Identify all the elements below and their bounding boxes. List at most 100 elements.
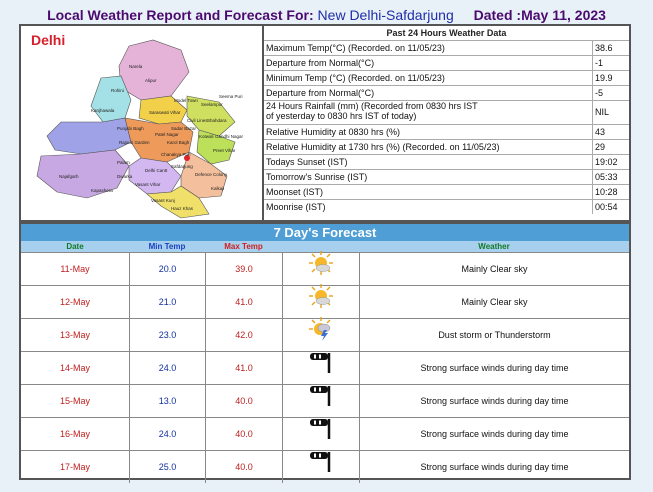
map-label-hauz-khas: Hauz Khas — [171, 206, 194, 211]
map-label-punjabi-bagh: Punjabi Bagh — [117, 126, 144, 131]
map-label-chanakya-puri: Chanakya Puri — [161, 152, 191, 157]
forecast-weather: Strong surface winds during day time — [359, 451, 629, 483]
forecast-min-temp: 24.0 — [129, 418, 205, 450]
map-label-palam: Palam — [117, 160, 130, 165]
thunderstorm-icon — [308, 316, 334, 355]
map-label-defence-colony: Defence Colony — [195, 172, 228, 177]
forecast-max-temp: 40.0 — [205, 418, 282, 450]
forecast-max-temp: 40.0 — [205, 451, 282, 483]
map-label-delhi-cantt: Delhi Cantt — [145, 168, 168, 173]
past-row-label: Departure from Normal(°C) — [266, 58, 375, 68]
past-row-value: 19:02 — [592, 155, 629, 169]
map-label-rajouri-garden: Rajouri Garden — [119, 140, 150, 145]
forecast-min-temp: 23.0 — [129, 319, 205, 351]
map-label-karol-bagh: Karol Bagh — [167, 140, 190, 145]
past-row: Todays Sunset (IST) 19:02 — [264, 154, 629, 169]
windsock-icon — [308, 349, 334, 388]
map-title: Delhi — [31, 32, 66, 48]
forecast-icon-cell — [282, 451, 359, 483]
forecast-min-temp: 24.0 — [129, 352, 205, 384]
map-label-saraswati-vihar: Saraswati Vihar — [149, 110, 181, 115]
forecast-max-temp: 39.0 — [205, 253, 282, 285]
forecast-max-temp: 41.0 — [205, 352, 282, 384]
map-label-sadar-bazar: Sadar Bazar — [171, 126, 197, 131]
past-row-value: 38.6 — [592, 41, 629, 55]
forecast-weather: Strong surface winds during day time — [359, 385, 629, 417]
windsock-icon — [308, 382, 334, 421]
forecast-icon-cell — [282, 418, 359, 450]
map-label-preet-vihar: Preet Vihar — [213, 148, 236, 153]
forecast-weather: Strong surface winds during day time — [359, 352, 629, 384]
forecast-row: 14-May 24.0 41.0 Strong surface winds durin… — [21, 351, 629, 384]
map-label-vasant-vihar: Vasant Vihar — [135, 182, 161, 187]
map-label-rohini: Rohini — [111, 88, 124, 93]
map-label-narela: Narela — [129, 64, 143, 69]
map-label-patel-nagar: Patel Nagar — [155, 132, 179, 137]
forecast-icon-cell — [282, 316, 359, 351]
forecast-max-temp: 42.0 — [205, 319, 282, 351]
map-label-najafgarh: Najafgarh — [59, 174, 79, 179]
forecast-date: 16-May — [59, 429, 90, 439]
forecast-row: 17-May 25.0 40.0 Strong surface winds durin… — [21, 450, 629, 483]
past-row: Moonset (IST) 10:28 — [264, 184, 629, 199]
past-row-value: 10:28 — [592, 185, 629, 199]
past-row: 24 Hours Rainfall (mm) (Recorded from 08… — [264, 100, 629, 124]
report-title: Local Weather Report and Forecast For: N… — [0, 7, 653, 23]
past-row-value: 43 — [592, 125, 629, 139]
sun-cloud-icon — [308, 283, 334, 322]
title-label: Local Weather Report and Forecast For: — [47, 7, 314, 23]
forecast-date: 14-May — [59, 363, 90, 373]
forecast-icon-cell — [282, 385, 359, 417]
past-row: Relative Humidity at 0830 hrs (%) 43 — [264, 124, 629, 139]
forecast-min-temp: 13.0 — [129, 385, 205, 417]
past-row-label: Moonset (IST) — [266, 187, 324, 197]
past-row-label: Maximum Temp(°C) (Recorded. on 11/05/23) — [266, 43, 445, 53]
forecast-row: 16-May 24.0 40.0 Strong surface winds durin… — [21, 417, 629, 450]
forecast-date: 12-May — [59, 297, 90, 307]
past-24h-title: Past 24 Hours Weather Data — [386, 28, 507, 38]
past-row-value: 29 — [592, 140, 629, 154]
past-24h-table: Past 24 Hours Weather Data Maximum Temp(… — [264, 26, 629, 214]
forecast-min-temp: 25.0 — [129, 451, 205, 483]
forecast-date: 13-May — [59, 330, 90, 340]
forecast-row: 11-May 20.0 39.0 Mainly Clear sky — [21, 250, 629, 285]
forecast-min-temp: 20.0 — [129, 253, 205, 285]
forecast-date: 15-May — [59, 396, 90, 406]
map-label-gandhi-nagar: Gandhi Nagar — [215, 134, 244, 139]
forecast-row: 15-May 13.0 40.0 Strong surface winds durin… — [21, 384, 629, 417]
map-region-west — [46, 117, 132, 155]
map-label-seema-puri: Seema Puri — [219, 94, 243, 99]
sun-cloud-icon — [308, 250, 334, 289]
past-row-label: Tomorrow's Sunrise (IST) — [266, 172, 368, 182]
report-date: Dated :May 11, 2023 — [473, 7, 606, 23]
map-label-civil-lines: Civil Lines — [187, 118, 208, 123]
forecast-row: 13-May 23.0 42.0 Dust storm or Thunderstorm — [21, 316, 629, 351]
forecast-max-temp: 41.0 — [205, 286, 282, 318]
past-row-value: 05:33 — [592, 170, 629, 184]
past-row-label: Departure from Normal(°C) — [266, 88, 375, 98]
forecast-weather: Dust storm or Thunderstorm — [359, 319, 629, 351]
past-row: Minimum Temp (°C) (Recorded. on 11/05/23… — [264, 70, 629, 85]
forecast-min-temp: 21.0 — [129, 286, 205, 318]
map-label-model-town: Model Town — [174, 98, 198, 103]
past-row-value: 00:54 — [592, 200, 629, 214]
past-row-label: Moonrise (IST) — [266, 202, 326, 212]
col-min-temp: Min Temp — [148, 242, 186, 251]
forecast-table: 7 Day's Forecast Date Min Temp Max Temp … — [19, 222, 631, 483]
delhi-district-map: Narela Rohini Alipur Model Town Seelampu… — [36, 39, 244, 219]
past-row-value: -1 — [592, 56, 629, 70]
forecast-date: 17-May — [59, 462, 90, 472]
map-label-kalkaji: Kalkaji — [211, 186, 224, 191]
safdarjung-marker — [184, 155, 190, 161]
forecast-weather: Mainly Clear sky — [359, 286, 629, 318]
map-region-east — [196, 129, 236, 165]
past-row-value: NIL — [592, 101, 629, 124]
past-row-label: Relative Humidity at 0830 hrs (%) — [266, 127, 401, 137]
forecast-title: 7 Day's Forecast — [21, 224, 629, 241]
map-region-south — [146, 185, 210, 219]
map-label-safdarjung: Safdarjung — [171, 164, 193, 169]
map-label-vasant-kunj: Vasant Kunj — [151, 198, 175, 203]
past-row: Relative Humidity at 1730 hrs (%) (Recor… — [264, 139, 629, 154]
map-label-shahdara: Shahdara — [207, 118, 227, 123]
past-row: Moonrise (IST) 00:54 — [264, 199, 629, 214]
